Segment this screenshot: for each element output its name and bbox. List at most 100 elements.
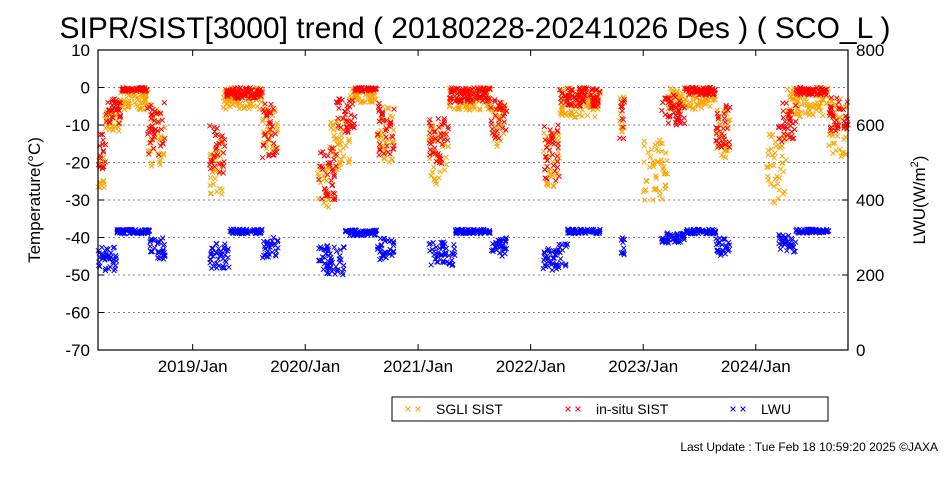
data-point (593, 87, 600, 94)
data-point (646, 164, 653, 170)
data-point (548, 133, 554, 140)
legend-label: in-situ SIST (596, 401, 669, 417)
data-point (345, 128, 351, 134)
data-point (215, 256, 221, 262)
data-point (263, 253, 270, 260)
data-point (715, 116, 721, 122)
data-point (665, 95, 671, 101)
data-point (103, 118, 110, 125)
data-point (500, 243, 506, 249)
data-point (620, 124, 626, 130)
data-point (162, 125, 168, 131)
data-point (784, 248, 790, 254)
data-point (112, 266, 118, 272)
data-point (473, 96, 479, 103)
data-point (139, 228, 145, 235)
data-point (151, 117, 158, 124)
data-point (430, 150, 436, 156)
data-point (643, 177, 650, 184)
data-point (149, 127, 156, 134)
data-point (620, 245, 627, 251)
data-point (650, 161, 656, 168)
data-point (377, 146, 383, 152)
data-point (437, 169, 444, 175)
data-point (716, 135, 723, 142)
data-point (208, 157, 214, 164)
data-point (584, 112, 591, 119)
data-point (706, 89, 712, 95)
data-point (272, 252, 279, 258)
data-point (720, 236, 726, 242)
data-point (618, 103, 624, 110)
data-point (328, 260, 334, 266)
data-point (550, 183, 557, 189)
data-point (641, 159, 647, 165)
data-point (329, 145, 335, 151)
data-point (433, 158, 440, 165)
data-point (556, 173, 563, 180)
data-point (155, 249, 161, 255)
data-point (677, 231, 684, 237)
data-point (260, 142, 267, 148)
data-point (713, 125, 719, 131)
data-point (684, 85, 690, 92)
data-point (157, 162, 164, 168)
data-point (581, 92, 588, 99)
data-point (720, 248, 727, 254)
data-point (324, 190, 330, 197)
data-point (249, 87, 255, 94)
data-point (437, 152, 443, 159)
data-point (554, 249, 561, 255)
data-point (267, 120, 274, 127)
data-point (103, 245, 110, 252)
data-point (358, 99, 364, 106)
data-point (563, 261, 569, 268)
data-point (659, 148, 665, 155)
data-point (332, 136, 338, 142)
data-point (324, 171, 331, 178)
data-point (122, 227, 129, 234)
data-point (376, 141, 383, 147)
data-point (209, 249, 215, 255)
data-point (265, 136, 271, 143)
data-point (689, 84, 695, 91)
legend-marker (405, 406, 411, 412)
data-point (337, 124, 344, 131)
data-point (327, 161, 333, 168)
data-point (224, 90, 230, 97)
data-point (793, 102, 799, 109)
data-point (562, 85, 569, 92)
data-point (556, 241, 562, 247)
data-point (495, 121, 502, 127)
data-point (441, 250, 448, 257)
data-point (777, 246, 784, 252)
data-point (339, 97, 345, 103)
data-point (317, 180, 324, 186)
data-point (681, 105, 688, 111)
data-point (347, 123, 353, 130)
data-point (451, 241, 457, 248)
data-point (385, 237, 391, 243)
data-point (375, 131, 381, 138)
data-point (221, 244, 228, 250)
data-point (659, 140, 666, 147)
data-point (325, 258, 332, 265)
data-point (545, 259, 551, 265)
data-point (316, 176, 322, 183)
data-point (100, 148, 107, 154)
data-point (721, 153, 727, 160)
data-point (711, 227, 717, 233)
legend-marker (415, 406, 421, 412)
data-point (351, 228, 357, 235)
legend-marker (730, 406, 736, 412)
data-point (342, 227, 349, 234)
data-point (692, 106, 698, 113)
data-point (777, 144, 784, 151)
data-point (148, 102, 154, 108)
data-point (452, 98, 458, 105)
data-point (441, 121, 448, 127)
data-point (492, 98, 498, 105)
data-point (674, 90, 681, 96)
data-point (244, 103, 250, 109)
data-point (841, 136, 847, 143)
